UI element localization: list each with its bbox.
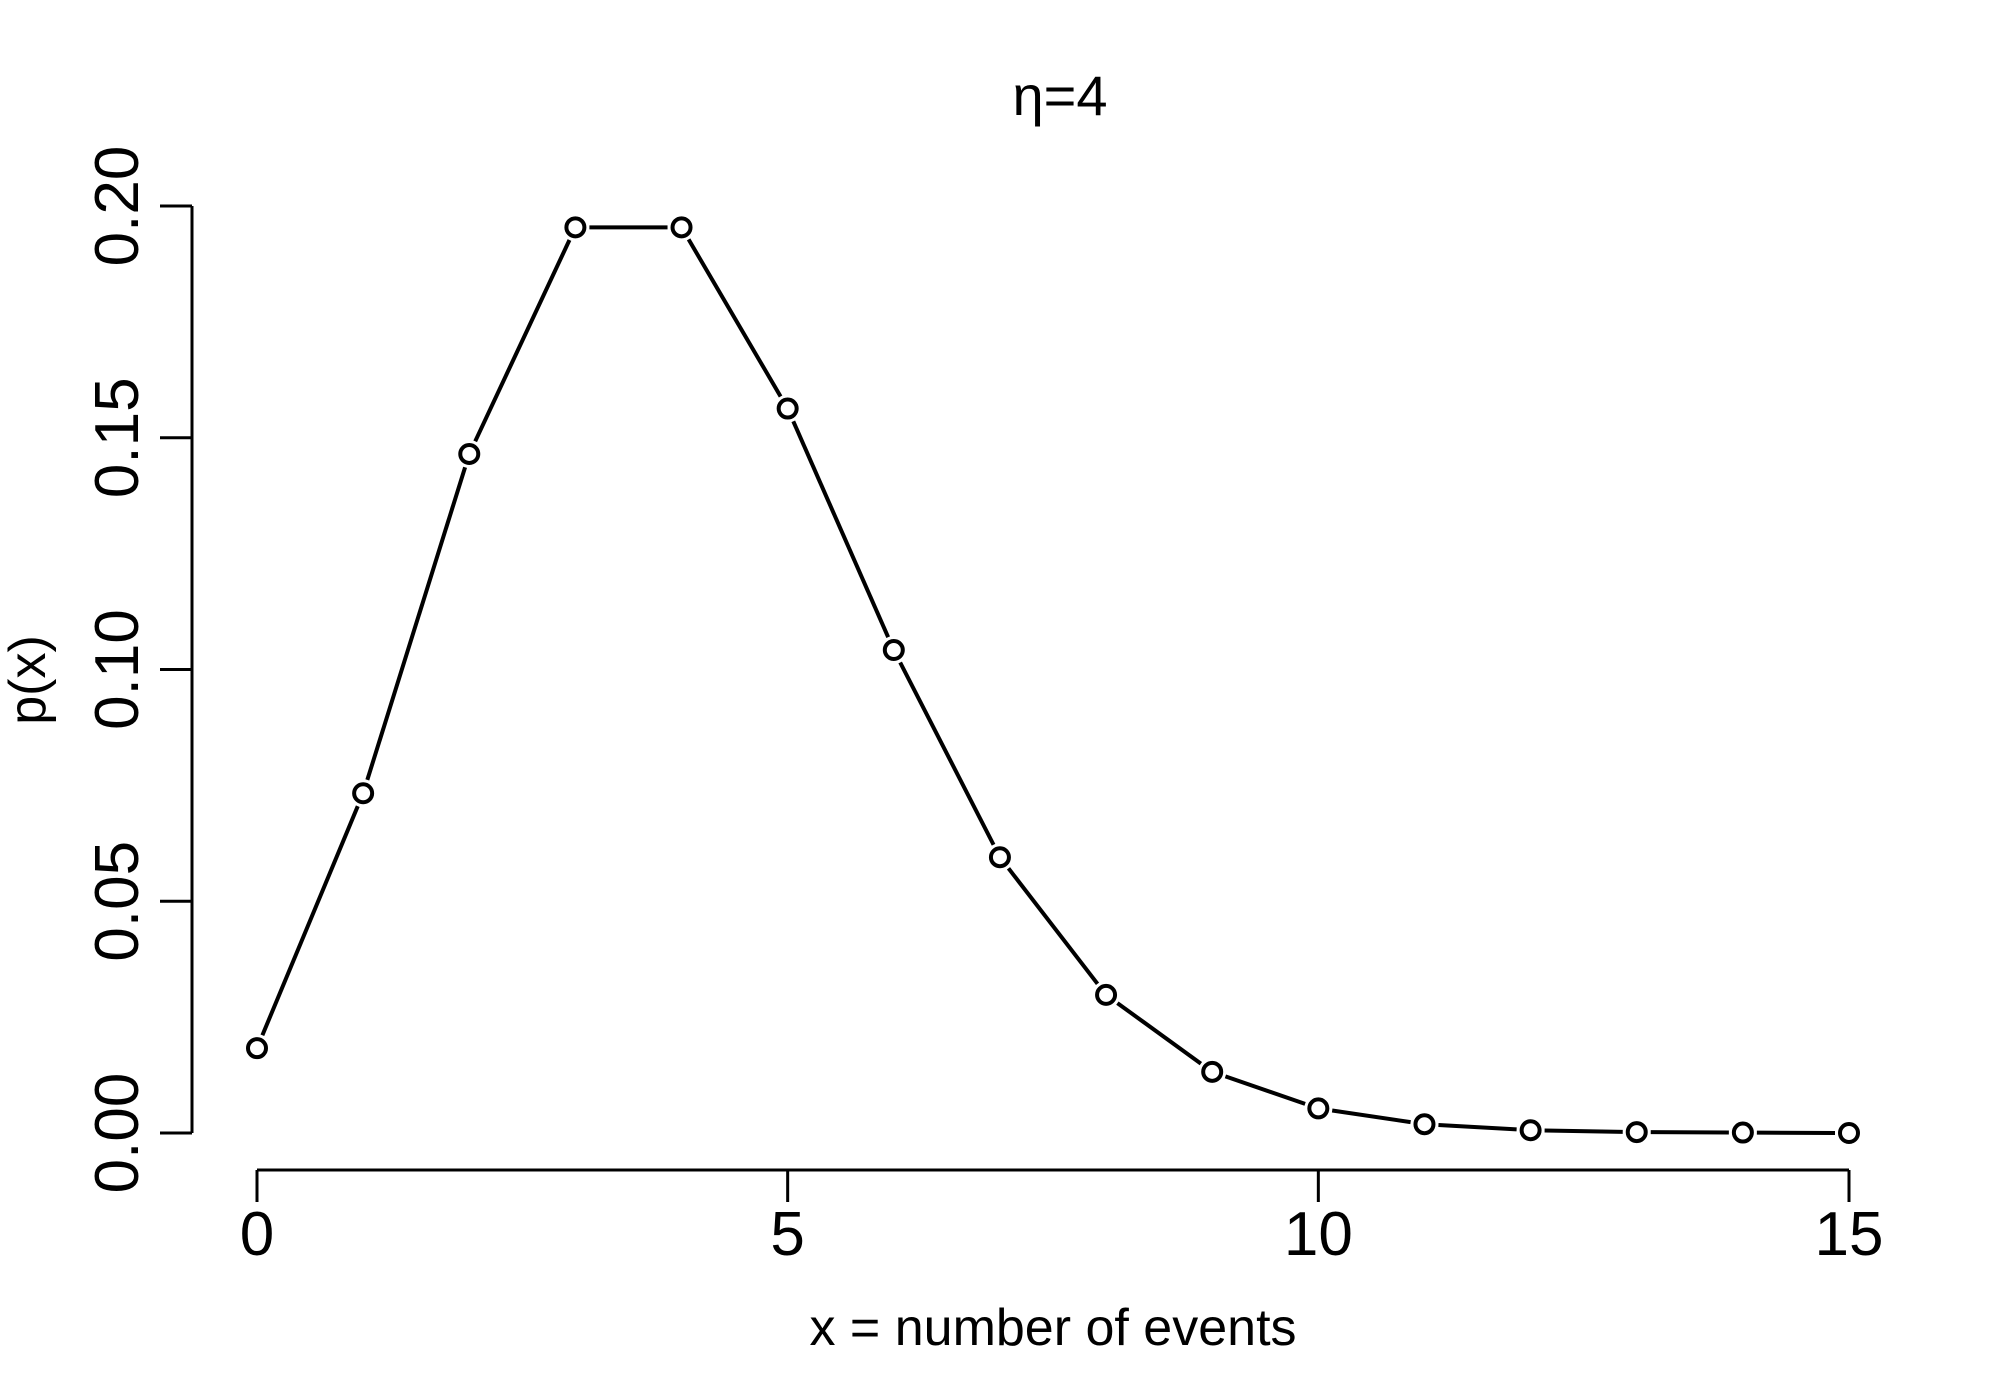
series-line-segment (260, 805, 360, 1037)
x-tick-label: 0 (240, 1200, 274, 1269)
y-tick-label: 0.15 (83, 377, 152, 498)
x-tick-label: 15 (1815, 1200, 1884, 1269)
chart-title: η=4 (1013, 64, 1108, 127)
y-tick-label: 0.10 (83, 609, 152, 730)
data-point (1519, 1119, 1542, 1142)
y-tick-label: 0.00 (83, 1073, 152, 1194)
data-point (352, 782, 375, 805)
data-point (670, 216, 693, 239)
series-line-segment (1224, 1074, 1306, 1106)
series-line-segment (1438, 1122, 1517, 1132)
y-axis-ticks: 0.00 0.05 0.10 0.15 0.20 (83, 146, 192, 1194)
y-tick-label: 0.05 (83, 841, 152, 962)
series-line-segment (791, 420, 890, 639)
data-point (988, 846, 1011, 869)
data-point (1413, 1113, 1436, 1136)
x-tick-label: 10 (1284, 1200, 1353, 1269)
series-line-segment (686, 238, 783, 398)
y-tick-label: 0.20 (83, 146, 152, 267)
series-line-segment (1544, 1128, 1623, 1134)
data-point (1095, 983, 1118, 1006)
data-point (246, 1037, 268, 1060)
series-line-segment (1006, 867, 1100, 986)
series-line-segment (1116, 1001, 1203, 1066)
data-point (882, 639, 905, 662)
data-point (1838, 1122, 1860, 1144)
data-point (776, 397, 799, 420)
series-line-segment (473, 239, 572, 443)
x-axis-label: x = number of events (809, 1299, 1296, 1357)
x-tick-label: 5 (770, 1200, 804, 1269)
data-point (1625, 1121, 1648, 1144)
x-axis-ticks: 0 5 10 15 (240, 1170, 1884, 1269)
series-line-segment (898, 661, 996, 846)
series-line (260, 225, 1836, 1135)
data-point (564, 216, 587, 239)
data-point (1307, 1097, 1330, 1120)
series-points (246, 216, 1860, 1144)
data-point (1201, 1060, 1224, 1083)
series-line-segment (1331, 1108, 1411, 1125)
data-point (1731, 1121, 1754, 1144)
data-point (458, 442, 481, 465)
y-axis-label: p(x) (0, 635, 57, 725)
series-line-segment (365, 466, 467, 781)
